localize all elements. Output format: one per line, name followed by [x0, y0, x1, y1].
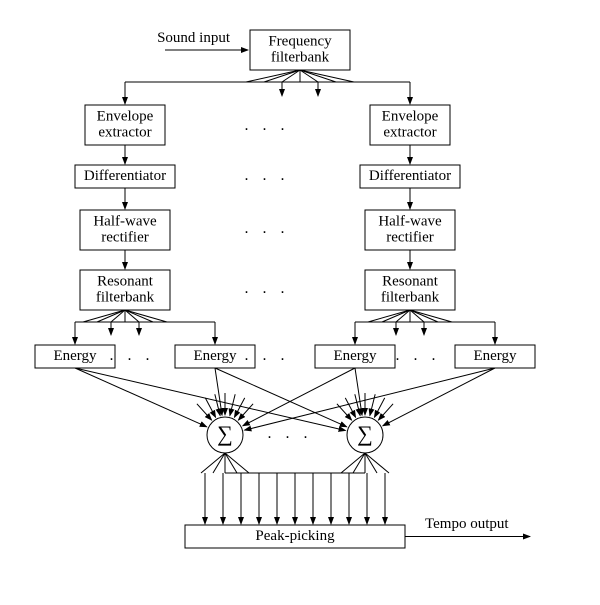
diffL-label: Differentiator [84, 168, 166, 184]
hwR-label: Half-wave [378, 213, 442, 229]
ellipsis: . . . [396, 347, 441, 364]
freq-label: filterbank [271, 49, 330, 65]
edge [383, 368, 495, 426]
output-label: Tempo output [425, 516, 509, 532]
input-label: Sound input [157, 30, 231, 46]
ellipsis: . . . [245, 167, 290, 184]
ellipsis: . . . [268, 425, 313, 442]
enL1-label: Energy [53, 348, 97, 364]
ellipsis: . . . [245, 347, 290, 364]
envL-label: Envelope [97, 108, 154, 124]
edge [75, 368, 346, 430]
ellipsis: . . . [245, 220, 290, 237]
ellipsis: . . . [245, 280, 290, 297]
resR-label: filterbank [381, 289, 440, 305]
ellipsis: . . . [110, 347, 155, 364]
freq-label: Frequency [268, 33, 332, 49]
edge [75, 368, 207, 427]
peak-label: Peak-picking [255, 528, 335, 544]
envR-label: extractor [383, 124, 436, 140]
diffR-label: Differentiator [369, 168, 451, 184]
hwL-label: Half-wave [93, 213, 157, 229]
envL-label: extractor [98, 124, 151, 140]
enR2-label: Energy [473, 348, 517, 364]
edge [370, 394, 375, 415]
ellipsis: . . . [245, 117, 290, 134]
hwL-label: rectifier [101, 229, 148, 245]
flowchart: FrequencyfilterbankEnvelopeextractorEnve… [0, 0, 600, 605]
resL-label: Resonant [97, 273, 154, 289]
enL2-label: Energy [193, 348, 237, 364]
enR1-label: Energy [333, 348, 377, 364]
envR-label: Envelope [382, 108, 439, 124]
sumL-label: ∑ [217, 421, 233, 446]
resL-label: filterbank [96, 289, 155, 305]
hwR-label: rectifier [386, 229, 433, 245]
sumR-label: ∑ [357, 421, 373, 446]
resR-label: Resonant [382, 273, 439, 289]
